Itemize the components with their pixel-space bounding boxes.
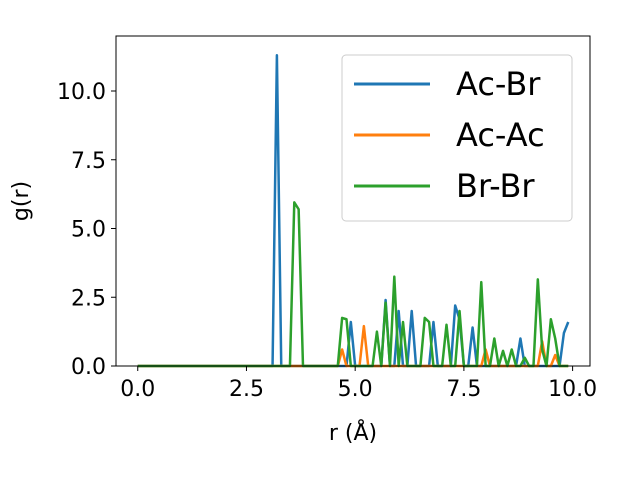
y-tick-label: 7.5 (71, 149, 106, 174)
legend: Ac-Br Ac-Ac Br-Br (341, 54, 573, 222)
y-tick-label: 5.0 (71, 218, 106, 243)
legend-label-ac-ac: Ac-Ac (456, 116, 545, 154)
y-axis-label: g(r) (9, 181, 34, 221)
y-tick-label: 10.0 (57, 80, 106, 105)
ticks-group: 0.0 2.5 5.0 7.5 10.0 0.0 2.5 5.0 7.5 10.0 (57, 80, 597, 402)
legend-label-ac-br: Ac-Br (456, 65, 541, 103)
legend-label-br-br: Br-Br (456, 167, 535, 205)
x-tick-label: 2.5 (229, 377, 264, 402)
y-tick-label: 2.5 (71, 286, 106, 311)
x-tick-label: 5.0 (338, 377, 373, 402)
x-tick-label: 0.0 (120, 377, 155, 402)
legend-box (341, 54, 573, 222)
x-axis-label: r (Å) (329, 419, 377, 446)
x-tick-label: 7.5 (446, 377, 481, 402)
axes-frame (115, 35, 591, 367)
y-tick-label: 0.0 (71, 355, 106, 380)
x-tick-label: 10.0 (548, 377, 597, 402)
